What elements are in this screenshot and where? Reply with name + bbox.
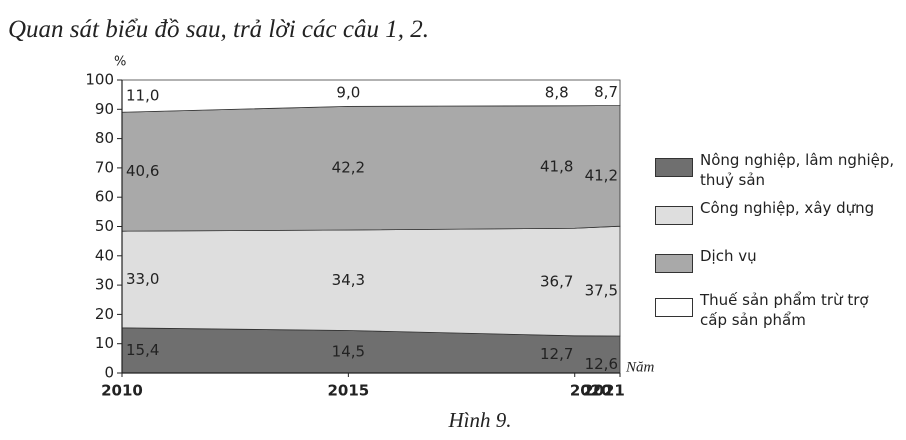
legend-label: Dịch vụ [700, 247, 757, 265]
heading: Quan sát biểu đồ sau, trả lời các câu 1,… [8, 16, 429, 43]
y-tick-label: 60 [95, 188, 114, 206]
area [121, 79, 621, 113]
data-label: 14,5 [332, 342, 365, 360]
y-tick-label: 90 [95, 100, 114, 118]
y-tick-label: 0 [104, 364, 114, 382]
data-label: 40,6 [126, 162, 159, 180]
y-tick-label: 50 [95, 217, 114, 235]
data-label: 36,7 [540, 273, 573, 291]
y-tick-label: 20 [95, 305, 114, 323]
y-axis-label: % [114, 55, 126, 70]
y-tick-label: 70 [95, 158, 114, 176]
x-tick-label: 2020 [570, 382, 612, 400]
x-axis-label: Năm [625, 359, 655, 375]
data-label: 12,7 [540, 345, 573, 363]
data-label: 33,0 [126, 270, 159, 288]
legend-swatch [655, 206, 693, 225]
data-label: 9,0 [336, 84, 360, 102]
data-label: 8,7 [594, 83, 618, 101]
data-label: 15,4 [126, 341, 159, 359]
data-label: 34,3 [332, 271, 365, 289]
data-label: 11,0 [126, 87, 159, 105]
y-tick-label: 100 [85, 71, 114, 89]
x-tick-label: 2010 [101, 382, 143, 400]
y-tick-label: 40 [95, 246, 114, 264]
data-label: 41,8 [540, 158, 573, 176]
x-tick-label: 2015 [327, 382, 369, 400]
legend-swatch [655, 158, 693, 177]
x-tick-label: 2021 [583, 382, 625, 400]
legend-label: Công nghiệp, xây dựng [700, 199, 875, 217]
data-label: 41,2 [585, 166, 618, 184]
data-label: 12,6 [585, 355, 618, 373]
data-label: 8,8 [545, 83, 569, 101]
legend-swatch [655, 298, 693, 317]
data-label: 37,5 [585, 282, 618, 300]
y-tick-label: 10 [95, 334, 114, 352]
legend-swatch [655, 254, 693, 273]
data-label: 42,2 [332, 159, 365, 177]
legend-label: Thuế sản phẩm trừ trợ cấp sản phẩm [700, 291, 869, 329]
legend-label: Nông nghiệp, lâm nghiệp, thuỷ sản [700, 151, 895, 189]
y-tick-label: 30 [95, 276, 114, 294]
caption: Hình 9. [448, 408, 512, 432]
y-tick-label: 80 [95, 129, 114, 147]
